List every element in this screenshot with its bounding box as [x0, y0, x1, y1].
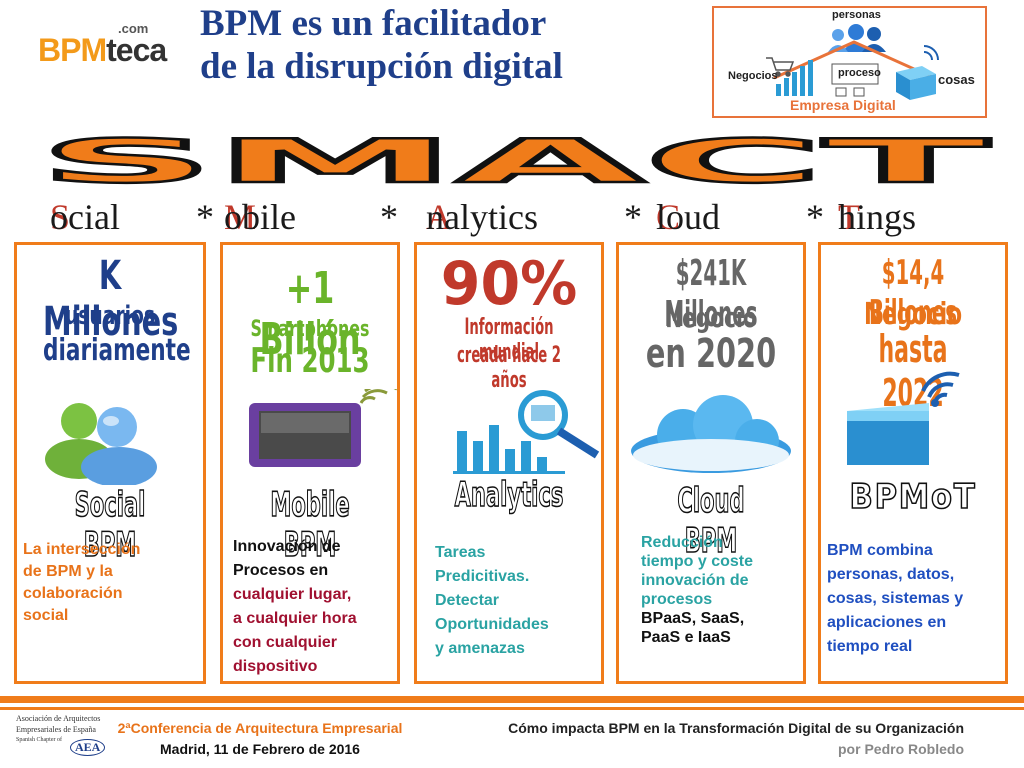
conference-date: Madrid, 11 de Febrero de 2016 [160, 741, 360, 757]
smact-text: SMACT [39, 128, 989, 188]
digital-enterprise-diagram: personas Negocios proceso cosas Empresa … [712, 6, 987, 118]
column-things: $14,4 Billones Negocio hasta 2022 BPMoT … [818, 242, 1008, 684]
analytics-description: Tareas Predicitivas. Detectar Oportunida… [435, 544, 549, 657]
separator-4: * [806, 197, 824, 237]
logo-bpm: BPM [38, 32, 107, 68]
analytics-stat-sub1: Información mundial [464, 315, 554, 365]
smact-banner: SMACT [38, 128, 991, 188]
analytics-stat-sub2: creada hace 2 años [456, 343, 562, 393]
mobile-stat-main: +1 Billón [259, 263, 361, 365]
cloud-stat-sub2: en 2020 [645, 331, 777, 377]
diagram-label-personas: personas [832, 9, 881, 21]
diagram-graphic [766, 24, 939, 100]
column-analytics: 90% Información mundial creada hace 2 añ… [414, 242, 604, 684]
footer-conference: 2ªConferencia de Arquitectura Empresaria… [110, 718, 410, 760]
column-mobile: +1 Billón Smartphones Fin 2013 Mobile BP… [220, 242, 400, 684]
column-social: K Millones usuarios diariamente Social B… [14, 242, 206, 684]
analytics-label: Analytics [454, 474, 564, 516]
talk-title: Cómo impacta BPM en la Transformación Di… [508, 720, 964, 736]
mobile-stat-sub2: Fin 2013 [250, 341, 370, 381]
diagram-label-empresa: Empresa Digital [790, 97, 896, 113]
aea-line-2: Empresariales de España [16, 725, 96, 734]
wifi-icon [923, 45, 939, 61]
analytics-chart-icon [453, 390, 600, 474]
title-line-2: de la disrupción digital [200, 46, 563, 87]
cube-icon [896, 66, 936, 100]
mobile-bpm-label: Mobile BPM [270, 484, 350, 566]
separator-2: * [380, 197, 398, 237]
slide-title: BPM es un facilitador de la disrupción d… [200, 2, 680, 88]
talk-author: por Pedro Robledo [838, 741, 964, 757]
cloud-bpm-label: Cloud BPM [677, 480, 745, 562]
tablet-icon [249, 389, 397, 467]
footer-bar-thin [0, 707, 1024, 710]
title-line-1: BPM es un facilitador [200, 3, 547, 44]
diagram-label-cosas: cosas [938, 72, 975, 87]
social-people-icon [45, 403, 157, 485]
column-cloud: $241K Millones Negocio en 2020 Cloud BPM… [616, 242, 806, 684]
things-stat-sub1: Negocio [863, 297, 963, 332]
aea-logo: Asociación de Arquitectos Empresariales … [16, 713, 106, 763]
cloud-icon [631, 395, 791, 473]
aea-line-3: Spanish Chapter of [16, 737, 62, 743]
people-icon [828, 24, 886, 52]
analytics-stat-main: 90% [440, 249, 578, 319]
cart-icon [766, 57, 795, 77]
business-chart-icon [776, 60, 813, 96]
social-bpm-label: Social BPM [74, 484, 146, 566]
cloud-description: Reducción tiempo y coste innovación de p… [641, 534, 754, 646]
bpmteca-logo: .com BPMteca [36, 18, 167, 68]
things-description: BPM combina personas, datos, cosas, sist… [827, 542, 964, 655]
social-description: La intersección de BPM y la colaboración… [23, 541, 141, 624]
logo-domain: .com [118, 21, 149, 36]
social-stat-sub1: usuarios [64, 301, 156, 331]
mobile-description: Innovación de Procesos en cualquier luga… [233, 538, 357, 675]
aea-line-1: Asociación de Arquitectos [16, 714, 101, 723]
footer-bar-thick [0, 696, 1024, 703]
social-stat-sub2: diariamente [43, 333, 191, 368]
social-stat-main: K Millones [43, 253, 179, 345]
separator-3: * [624, 197, 642, 237]
iot-cube-icon [847, 371, 960, 465]
footer-talk: Cómo impacta BPM en la Transformación Di… [470, 718, 964, 760]
cloud-stat-sub1: Negocio [665, 301, 757, 334]
separator-1: * [196, 197, 214, 237]
logo-teca: teca [106, 32, 167, 68]
bpmot-label: BPMoT [849, 476, 977, 518]
cloud-stat-main: $241K Millones [664, 253, 758, 335]
diagram-label-proceso: proceso [838, 67, 881, 79]
conference-name: 2ªConferencia de Arquitectura Empresaria… [117, 720, 403, 736]
mobile-stat-sub1: Smartphones [250, 317, 370, 342]
things-stat-main: $14,4 Billones [868, 253, 958, 333]
aea-badge: AEA [70, 739, 106, 756]
diagram-label-negocios: Negocios [728, 70, 778, 82]
